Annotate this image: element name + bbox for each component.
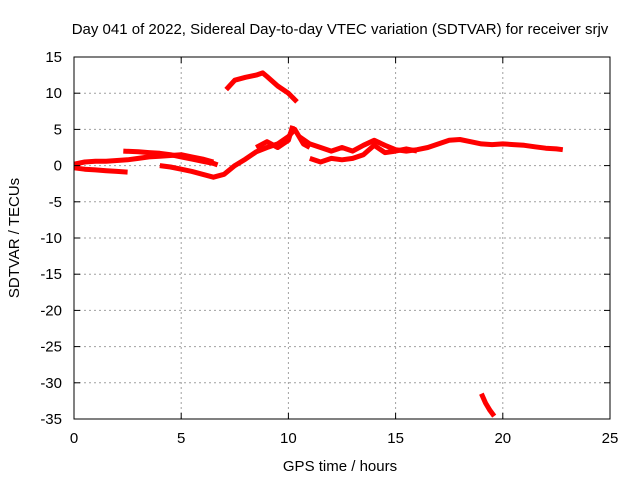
series-band-i	[479, 392, 497, 418]
x-tick-label: 10	[280, 430, 297, 447]
axes: 0 5 10 15 20 25 15 10 5 0 -5 -10 -15 -20 -25 -30 -35	[40, 49, 618, 447]
grid	[74, 57, 610, 419]
x-tick-label: 15	[387, 430, 404, 447]
y-tick-label: 10	[45, 85, 62, 102]
y-tick-label: 0	[54, 158, 62, 175]
x-tick-label: 25	[602, 430, 619, 447]
series-band-c	[123, 148, 219, 168]
series-band-h	[224, 70, 299, 104]
y-tick-label: 15	[45, 49, 62, 66]
y-tick-label: -30	[40, 375, 62, 392]
chart-title: Day 041 of 2022, Sidereal Day-to-day VTE…	[72, 21, 609, 38]
series-band-e	[255, 125, 296, 150]
y-axis-label: SDTVAR / TECUs	[6, 178, 23, 298]
x-axis-label: GPS time / hours	[283, 458, 397, 475]
series-band-b	[73, 165, 128, 175]
y-tick-label: -25	[40, 339, 62, 356]
y-tick-label: -20	[40, 302, 62, 319]
y-tick-label: -15	[40, 266, 62, 283]
y-tick-label: -10	[40, 230, 62, 247]
series-layer	[73, 70, 564, 418]
y-tick-label: 5	[54, 121, 62, 138]
y-tick-label: -5	[49, 194, 62, 211]
x-tick-label: 5	[177, 430, 185, 447]
series-band-g	[309, 142, 418, 165]
y-tick-label: -35	[40, 411, 62, 428]
x-tick-label: 0	[70, 430, 78, 447]
x-tick-label: 20	[494, 430, 511, 447]
series-band-f	[297, 134, 564, 154]
